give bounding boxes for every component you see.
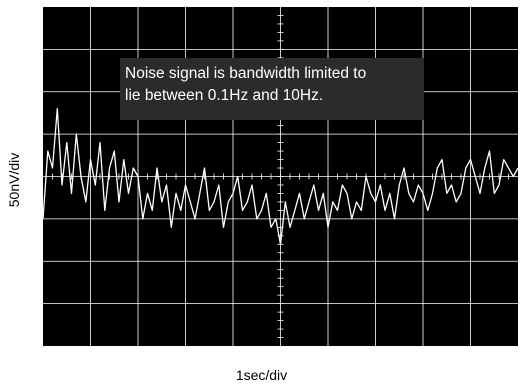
annotation-line-2: lie between 0.1Hz and 10Hz. — [125, 87, 324, 104]
noise-trace — [42, 108, 519, 245]
annotation-box: Noise signal is bandwidth limited to lie… — [120, 58, 424, 120]
annotation-line-1: Noise signal is bandwidth limited to — [125, 65, 367, 82]
y-axis-label: 50nV/div — [6, 152, 22, 208]
x-axis-label: 1sec/div — [235, 367, 288, 383]
